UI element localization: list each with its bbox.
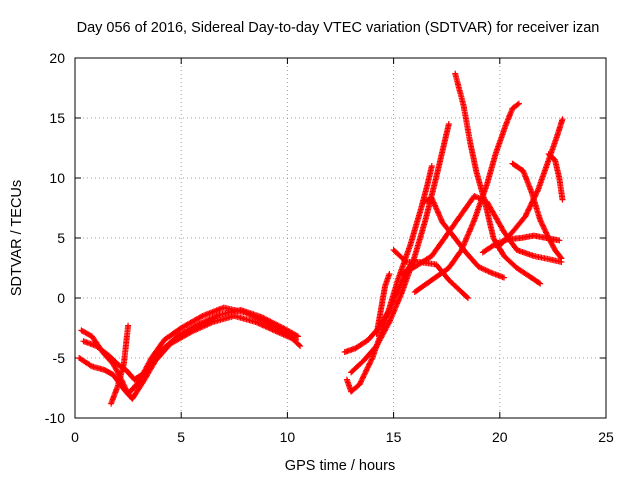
x-tick-label: 5: [177, 429, 185, 445]
series-arc-17: [545, 151, 566, 203]
series-arc-4: [108, 322, 132, 407]
point-markers: [80, 307, 301, 383]
series-layer: [76, 70, 566, 407]
series-arc-3: [80, 307, 301, 383]
x-tick-label: 10: [280, 429, 296, 445]
x-tick-label: 20: [492, 429, 508, 445]
grid: [75, 58, 606, 418]
series-arc-8: [373, 271, 393, 337]
x-axis-label: GPS time / hours: [285, 458, 395, 474]
point-markers: [509, 160, 565, 262]
y-tick-label: 5: [57, 230, 65, 246]
chart-title: Day 056 of 2016, Sidereal Day-to-day VTE…: [77, 20, 600, 36]
point-markers: [545, 151, 566, 203]
point-markers: [411, 100, 522, 295]
series-arc-12: [452, 70, 544, 287]
series-arc-13: [411, 100, 522, 295]
x-tick-label: 0: [71, 429, 79, 445]
y-tick-label: 10: [49, 170, 65, 186]
point-markers: [108, 322, 132, 407]
ticks: 0 5 10 15 20 25 -10 -5 0 5 10 15 20: [45, 50, 614, 445]
y-tick-label: -10: [45, 410, 65, 426]
plot-frame: [74, 57, 607, 419]
series-arc-16: [509, 160, 565, 262]
x-tick-label: 25: [598, 429, 614, 445]
point-markers: [373, 271, 393, 337]
y-tick-label: 20: [49, 50, 65, 66]
y-tick-label: 0: [57, 290, 65, 306]
y-tick-label: -5: [53, 350, 66, 366]
y-tick-label: 15: [49, 110, 65, 126]
x-tick-label: 15: [386, 429, 402, 445]
y-axis-label: SDTVAR / TECUs: [9, 180, 25, 296]
point-markers: [452, 70, 544, 287]
